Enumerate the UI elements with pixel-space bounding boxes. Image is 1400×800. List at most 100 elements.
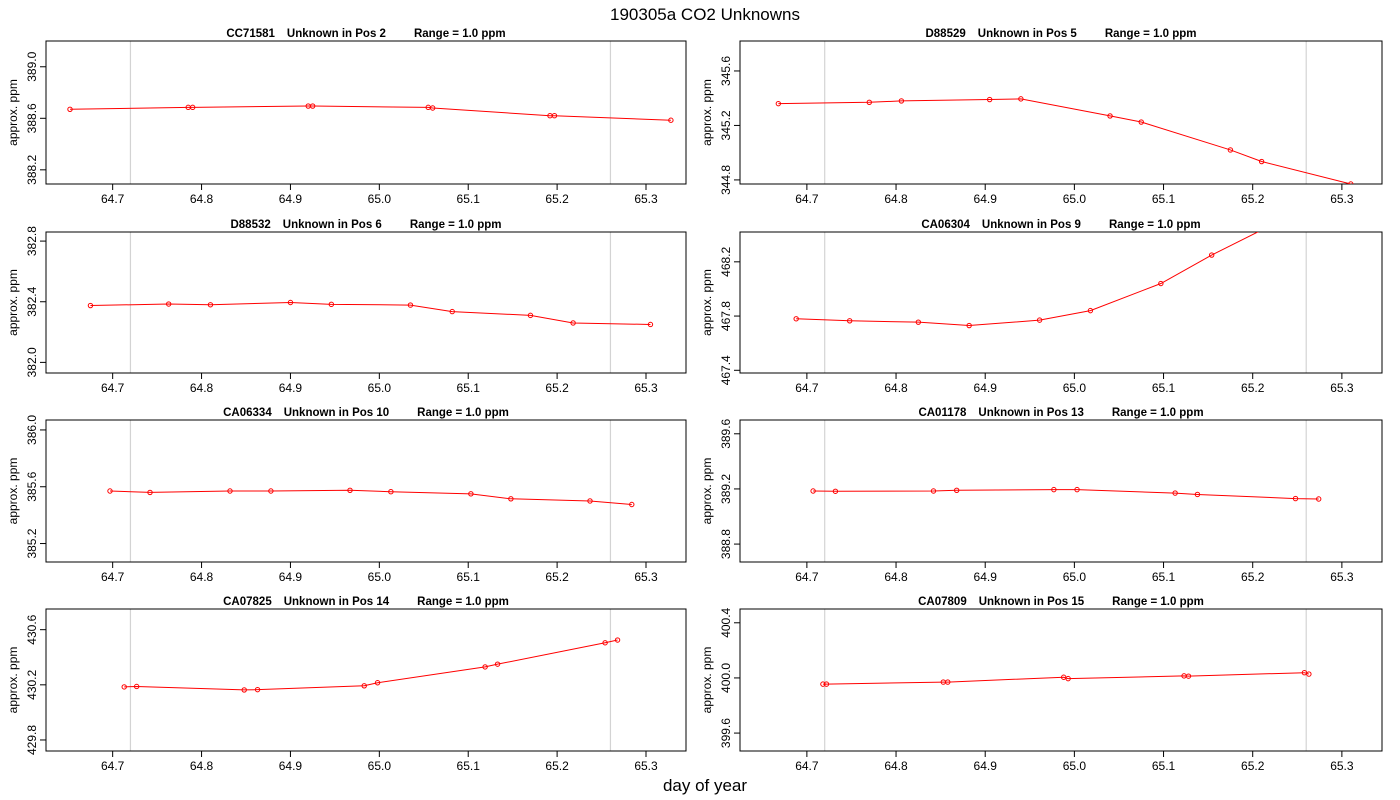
panel-5: CA06334 Unknown in Pos 10 Range = 1.0 ppm 6… bbox=[6, 407, 687, 584]
panel-3-ytick-label-3: 382.8 bbox=[25, 226, 39, 256]
panel-7-ytick-label-1: 429.8 bbox=[25, 725, 39, 755]
panel-3-point-9 bbox=[570, 320, 576, 326]
panel-7-xtick-label-7: 65.3 bbox=[634, 759, 658, 773]
panel-6-ylabel: approx. ppm bbox=[700, 458, 714, 525]
panel-5-frame bbox=[45, 419, 687, 563]
panel-4-point-3 bbox=[915, 319, 922, 325]
panel-2-title-part-1: D88529 bbox=[925, 28, 965, 40]
panel-5-point-7 bbox=[468, 491, 474, 497]
panel-3: D88532 Unknown in Pos 6 Range = 1.0 ppm 64.… bbox=[6, 219, 687, 395]
panel-4-point-6 bbox=[1087, 307, 1094, 314]
panel-2-xtick-label-1: 64.7 bbox=[795, 192, 819, 206]
panel-3-point-4 bbox=[287, 299, 294, 306]
panel-3-xtick-label-4: 65.0 bbox=[368, 381, 392, 395]
panel-7-point-3 bbox=[241, 687, 247, 693]
panel-7-title-part-1: CA07825 bbox=[223, 596, 272, 608]
panel-6-ytick-label-1: 388.8 bbox=[719, 529, 733, 559]
panel-4-point-8 bbox=[1208, 252, 1215, 258]
panel-3-xtick-label-6: 65.2 bbox=[545, 381, 569, 395]
panel-3-title-part-3: Range = 1.0 ppm bbox=[410, 219, 502, 231]
panel-5-title-part-1: CA06334 bbox=[223, 407, 272, 419]
panel-1-frame bbox=[45, 40, 687, 185]
panel-8-xtick-label-1: 64.7 bbox=[795, 759, 819, 773]
panel-7-title-part-2: Unknown in Pos 14 bbox=[284, 596, 390, 608]
panel-4-xtick-label-7: 65.3 bbox=[1330, 381, 1354, 395]
panel-3-series bbox=[87, 299, 654, 328]
panel-1-xtick-label-3: 64.9 bbox=[279, 192, 303, 206]
panel-2-ytick-label-2: 345.2 bbox=[719, 110, 733, 140]
panel-1-ylabel: approx. ppm bbox=[6, 79, 20, 146]
panel-5-xtick-label-2: 64.8 bbox=[190, 570, 214, 584]
panel-2-point-6 bbox=[1107, 113, 1113, 119]
panel-2-xtick-label-4: 65.0 bbox=[1063, 192, 1087, 206]
panel-8-xtick-label-6: 65.2 bbox=[1241, 759, 1265, 773]
panel-4-ytick-label-3: 468.2 bbox=[719, 246, 733, 276]
panel-3-title-part-2: Unknown in Pos 6 bbox=[283, 219, 382, 231]
panel-7-xtick-label-1: 64.7 bbox=[101, 759, 125, 773]
panel-6-xtick-label-1: 64.7 bbox=[795, 570, 819, 584]
panel-4-xtick-label-3: 64.9 bbox=[974, 381, 998, 395]
panel-5-point-6 bbox=[388, 489, 394, 495]
panel-4-title-part-2: Unknown in Pos 9 bbox=[982, 219, 1081, 231]
panel-5-xtick-label-3: 64.9 bbox=[279, 570, 303, 584]
panel-1-point-9 bbox=[551, 113, 558, 119]
panel-2-ytick-label-1: 344.8 bbox=[719, 165, 733, 195]
panel-8-xtick-label-7: 65.3 bbox=[1330, 759, 1354, 773]
panel-6-title-part-1: CA01178 bbox=[918, 407, 967, 419]
panel-2-xtick-label-5: 65.1 bbox=[1152, 192, 1176, 206]
panel-8-ylabel: approx. ppm bbox=[700, 647, 714, 714]
panel-1-ytick-label-2: 388.6 bbox=[25, 103, 39, 133]
panel-6-point-7 bbox=[1172, 490, 1178, 496]
panel-1-title-part-2: Unknown in Pos 2 bbox=[287, 28, 386, 40]
panel-7-point-7 bbox=[482, 664, 488, 670]
panel-3-title: D88532 Unknown in Pos 6 Range = 1.0 ppm bbox=[230, 219, 501, 231]
panel-5-xtick-label-4: 65.0 bbox=[368, 570, 392, 584]
panel-5-xtick-label-6: 65.2 bbox=[545, 570, 569, 584]
panel-8-xtick-label-5: 65.1 bbox=[1152, 759, 1176, 773]
panel-8-title-part-3: Range = 1.0 ppm bbox=[1112, 596, 1204, 608]
panel-1-series-line bbox=[69, 105, 671, 121]
panel-3-xtick-label-5: 65.1 bbox=[457, 381, 481, 395]
panel-7: CA07825 Unknown in Pos 14 Range = 1.0 ppm 6… bbox=[6, 596, 687, 773]
panel-8-point-6 bbox=[1065, 675, 1071, 682]
panel-2-xtick-label-3: 64.9 bbox=[974, 192, 998, 206]
panel-6-point-4 bbox=[953, 487, 960, 494]
panel-2-point-9 bbox=[1258, 158, 1265, 165]
panel-3-point-5 bbox=[328, 301, 335, 308]
panel-5-point-2 bbox=[147, 489, 153, 496]
panel-7-title: CA07825 Unknown in Pos 14 Range = 1.0 ppm bbox=[223, 596, 509, 608]
panel-1-point-5 bbox=[309, 103, 316, 109]
figure-title: 190305a CO2 Unknowns bbox=[610, 5, 800, 24]
panel-6-xtick-label-4: 65.0 bbox=[1063, 570, 1087, 584]
panel-1-xtick-label-4: 65.0 bbox=[368, 192, 392, 206]
panel-7-xtick-label-4: 65.0 bbox=[368, 759, 392, 773]
panel-1-ytick-label-1: 388.2 bbox=[25, 154, 39, 184]
panel-5-ytick-label-3: 386.0 bbox=[25, 415, 39, 445]
panel-2-point-4 bbox=[986, 96, 993, 103]
panel-8-point-10 bbox=[1306, 671, 1312, 677]
panel-8-title: CA07809 Unknown in Pos 15 Range = 1.0 ppm bbox=[918, 596, 1204, 608]
panel-7-xtick-label-5: 65.1 bbox=[457, 759, 481, 773]
panel-7-ytick-label-2: 430.2 bbox=[25, 669, 39, 699]
panel-8-title-part-2: Unknown in Pos 15 bbox=[979, 596, 1085, 608]
panel-5-series-line bbox=[109, 489, 632, 505]
panel-8: CA07809 Unknown in Pos 15 Range = 1.0 ppm 6… bbox=[700, 596, 1383, 773]
panel-4-xtick-label-4: 65.0 bbox=[1063, 381, 1087, 395]
panel-4-xtick-label-2: 64.8 bbox=[884, 381, 908, 395]
panel-7-title-part-3: Range = 1.0 ppm bbox=[417, 596, 509, 608]
panel-7-point-10 bbox=[614, 637, 621, 643]
panel-5-xtick-label-1: 64.7 bbox=[101, 570, 125, 584]
panel-7-point-4 bbox=[254, 686, 261, 693]
panel-1-point-10 bbox=[668, 117, 674, 123]
panel-5-point-3 bbox=[227, 488, 233, 494]
panel-6-xtick-label-3: 64.9 bbox=[974, 570, 998, 584]
panel-6-point-1 bbox=[810, 488, 816, 494]
panel-2-point-2 bbox=[866, 99, 872, 105]
panel-1-point-3 bbox=[189, 104, 196, 111]
panel-2-title-part-2: Unknown in Pos 5 bbox=[978, 28, 1078, 40]
figure-xlabel: day of year bbox=[663, 776, 747, 795]
panel-6-title-part-2: Unknown in Pos 13 bbox=[978, 407, 1083, 419]
panel-6-point-9 bbox=[1292, 495, 1299, 502]
panel-4-point-7 bbox=[1158, 280, 1164, 287]
